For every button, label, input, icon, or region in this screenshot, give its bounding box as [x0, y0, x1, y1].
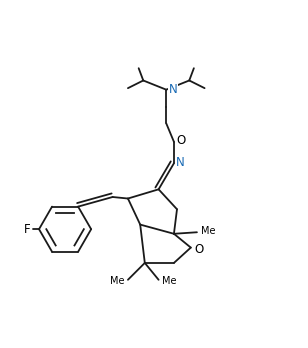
Text: N: N: [169, 82, 177, 96]
Text: O: O: [195, 243, 204, 256]
Text: Me: Me: [201, 226, 216, 236]
Text: F: F: [23, 223, 30, 236]
Text: N: N: [176, 156, 185, 168]
Text: O: O: [176, 134, 185, 147]
Text: Me: Me: [110, 276, 124, 286]
Text: Me: Me: [162, 276, 176, 286]
